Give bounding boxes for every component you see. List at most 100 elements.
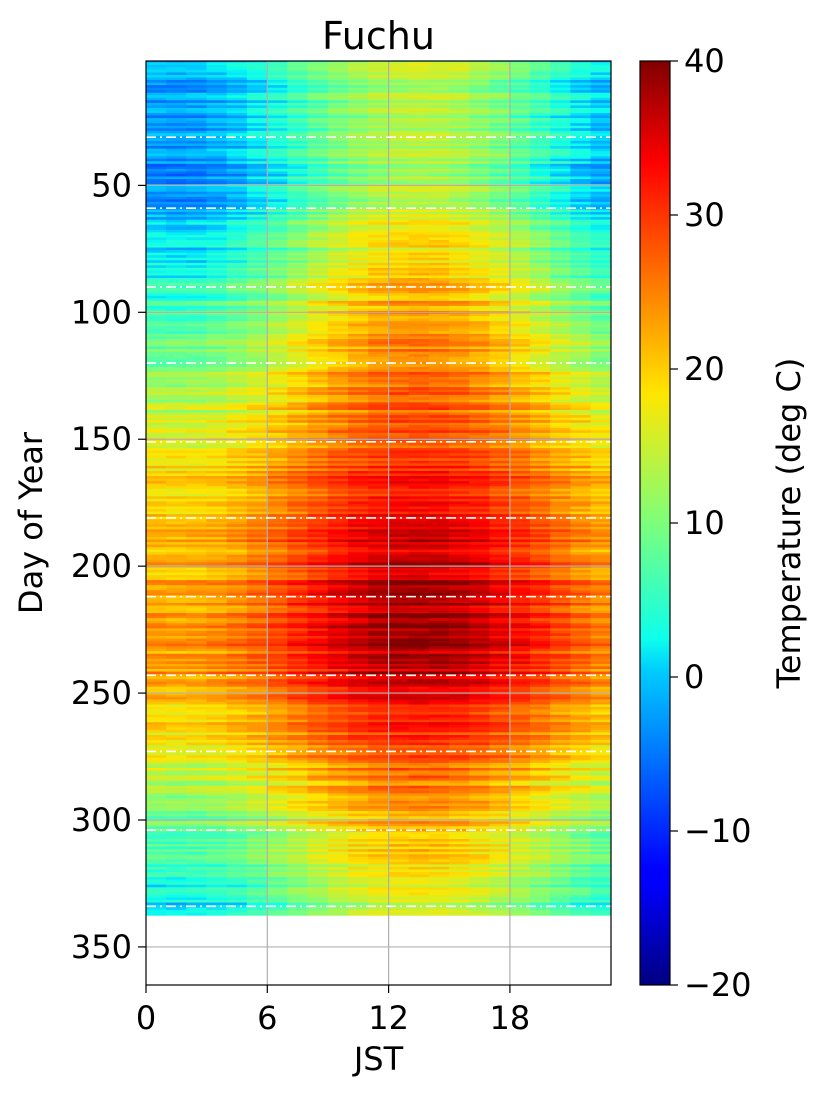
heat-cell <box>509 313 531 317</box>
heat-cell <box>206 392 228 396</box>
heat-cell <box>186 336 207 340</box>
heat-cell <box>368 171 389 175</box>
heat-cell <box>145 90 167 94</box>
heat-cell <box>489 354 511 358</box>
heat-cell <box>206 181 228 185</box>
heat-cell <box>449 425 470 429</box>
heat-cell <box>509 567 531 571</box>
heat-cell <box>570 473 591 477</box>
heat-cell <box>449 100 470 104</box>
heat-cell <box>590 140 612 144</box>
heat-cell <box>509 146 531 150</box>
heat-cell <box>145 95 167 99</box>
heat-cell <box>145 407 167 411</box>
heat-cell <box>327 156 349 160</box>
heat-cell <box>145 349 167 353</box>
heat-cell <box>267 237 288 241</box>
heat-cell <box>206 298 228 302</box>
heat-cell <box>307 105 329 109</box>
heat-cell <box>186 331 207 335</box>
heat-cell <box>186 262 207 266</box>
heat-cell <box>145 189 167 193</box>
heat-cell <box>570 72 591 76</box>
heat-cell <box>145 130 167 134</box>
heat-cell <box>469 445 490 449</box>
heat-cell <box>550 67 571 71</box>
heat-cell <box>246 290 268 294</box>
heat-cell <box>145 369 167 373</box>
heat-cell <box>368 572 389 576</box>
heat-cell <box>186 610 207 614</box>
heat-cell <box>408 120 430 124</box>
heat-cell <box>469 194 490 198</box>
heat-cell <box>509 364 531 368</box>
heat-cell <box>449 488 470 492</box>
heat-cell <box>449 542 470 546</box>
heat-cell <box>529 166 551 170</box>
heat-cell <box>347 486 369 490</box>
heat-cell <box>388 222 410 226</box>
heat-cell <box>307 179 329 183</box>
heat-cell <box>226 445 248 449</box>
heat-cell <box>388 326 410 330</box>
heat-cell <box>186 465 207 469</box>
heat-cell <box>590 194 612 198</box>
heat-cell <box>166 521 187 525</box>
heat-cell <box>590 186 612 190</box>
heat-cell <box>550 168 571 172</box>
heat-cell <box>347 346 369 350</box>
heat-cell <box>570 605 591 609</box>
heat-cell <box>509 351 531 355</box>
heat-cell <box>368 148 389 152</box>
heat-cell <box>469 303 490 307</box>
heat-cell <box>509 519 531 523</box>
heat-cell <box>287 295 308 299</box>
heat-cell <box>287 158 308 162</box>
heat-cell <box>469 503 490 507</box>
heat-cell <box>327 285 349 289</box>
heat-cell <box>509 450 531 454</box>
heat-cell <box>347 179 369 183</box>
heat-cell <box>347 483 369 487</box>
heat-cell <box>509 326 531 330</box>
heat-cell <box>166 402 187 406</box>
heat-cell <box>408 425 430 429</box>
heat-cell <box>489 326 511 330</box>
heat-cell <box>509 592 531 596</box>
heat-cell <box>226 161 248 165</box>
heat-cell <box>206 229 228 233</box>
heat-cell <box>166 450 187 454</box>
heat-cell <box>489 463 511 467</box>
heat-cell <box>449 120 470 124</box>
heat-cell <box>570 483 591 487</box>
heat-cell <box>469 536 490 540</box>
heat-cell <box>509 374 531 378</box>
heat-cell <box>327 549 349 553</box>
heat-cell <box>347 435 369 439</box>
heat-cell <box>327 374 349 378</box>
heat-cell <box>408 481 430 485</box>
heat-cell <box>469 402 490 406</box>
heat-cell <box>489 283 511 287</box>
heat-cell <box>267 257 288 261</box>
heat-cell <box>166 547 187 551</box>
heat-cell <box>388 102 410 106</box>
heat-cell <box>570 430 591 434</box>
heat-cell <box>368 270 389 274</box>
heat-cell <box>166 369 187 373</box>
heat-cell <box>287 554 308 558</box>
heat-cell <box>206 194 228 198</box>
heat-cell <box>509 209 531 213</box>
heat-cell <box>226 285 248 289</box>
heat-cell <box>186 521 207 525</box>
heat-cell <box>570 229 591 233</box>
heat-cell <box>287 272 308 276</box>
heat-cell <box>267 435 288 439</box>
heat-cell <box>408 67 430 71</box>
heat-cell <box>428 516 450 520</box>
heat-cell <box>206 285 228 289</box>
heat-cell <box>246 153 268 157</box>
heat-cell <box>327 379 349 383</box>
heat-cell <box>166 559 187 563</box>
heat-cell <box>226 166 248 170</box>
